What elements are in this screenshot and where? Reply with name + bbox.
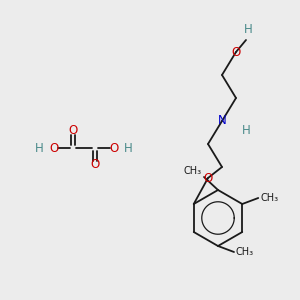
Text: O: O xyxy=(231,46,241,59)
Text: H: H xyxy=(124,142,132,154)
Text: O: O xyxy=(203,172,213,184)
Text: CH₃: CH₃ xyxy=(184,166,202,176)
Text: O: O xyxy=(50,142,58,154)
Text: H: H xyxy=(242,124,251,136)
Text: O: O xyxy=(110,142,118,154)
Text: N: N xyxy=(218,115,226,128)
Text: H: H xyxy=(34,142,43,154)
Text: H: H xyxy=(244,23,252,36)
Text: O: O xyxy=(90,158,100,172)
Text: CH₃: CH₃ xyxy=(260,193,278,203)
Text: CH₃: CH₃ xyxy=(236,247,254,257)
Text: O: O xyxy=(68,124,78,137)
